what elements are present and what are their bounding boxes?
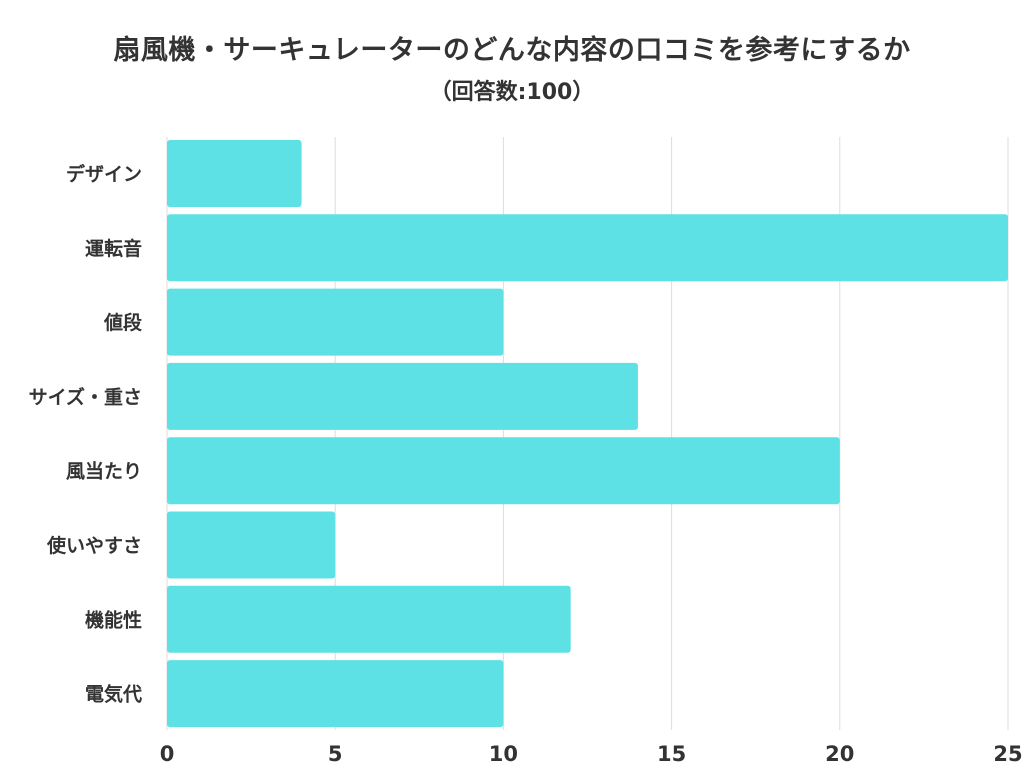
- category-label: 機能性: [85, 608, 142, 631]
- category-label: 運転音: [85, 237, 142, 260]
- chart-subtitle: （回答数:100）: [429, 80, 595, 105]
- category-label: 電気代: [85, 683, 142, 706]
- bar: [167, 140, 302, 207]
- category-label: サイズ・重さ: [29, 385, 142, 408]
- bar: [167, 288, 504, 356]
- category-label: デザイン: [66, 163, 142, 186]
- bar: [167, 437, 840, 505]
- x-tick-label: 5: [328, 742, 343, 766]
- x-tick-label: 0: [160, 742, 175, 766]
- bar: [167, 362, 638, 430]
- chart-title: 扇風機・サーキュレーターのどんな内容の口コミを参考にするか: [113, 35, 911, 66]
- category-label: 使いやすさ: [46, 535, 142, 557]
- x-tick-label: 10: [489, 742, 518, 766]
- category-label: 値段: [103, 311, 143, 334]
- bar: [167, 660, 504, 728]
- x-tick-label: 15: [657, 742, 686, 766]
- category-label: 風当たり: [66, 460, 142, 483]
- bar: [167, 585, 571, 653]
- bars: [167, 140, 1008, 728]
- bar: [167, 214, 1008, 282]
- x-tick-label: 20: [825, 742, 854, 766]
- bar: [167, 511, 336, 579]
- x-axis-ticks: 0 5 10 15 20 25: [160, 742, 1023, 766]
- x-tick-label: 25: [993, 742, 1022, 766]
